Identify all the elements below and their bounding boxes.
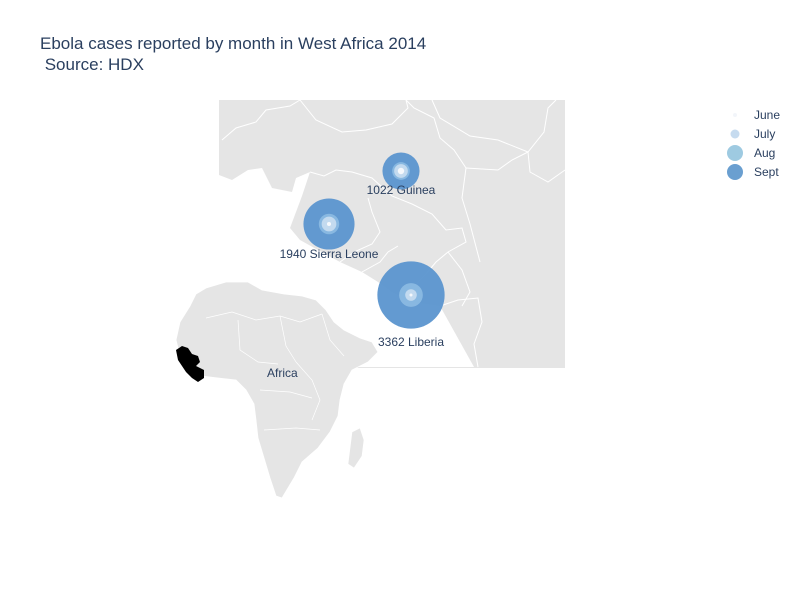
legend-item-sept[interactable]: Sept (720, 162, 780, 181)
bubble-labels: 1022 Guinea 1940 Sierra Leone 3362 Liberia (280, 183, 445, 349)
legend: June July Aug Sept (720, 105, 780, 181)
label-liberia: 3362 Liberia (378, 335, 444, 349)
legend-label-june: June (754, 107, 781, 122)
legend-label-july: July (754, 126, 776, 141)
chart-title: Ebola cases reported by month in West Af… (40, 33, 426, 75)
label-guinea: 1022 Guinea (367, 183, 436, 197)
highlighted-countries (176, 346, 204, 382)
africa-inset-borders (205, 311, 345, 431)
legend-swatch-aug (720, 143, 750, 162)
title-line-2: Source: HDX (40, 55, 144, 74)
legend-swatch-june (720, 105, 750, 124)
madagascar (347, 427, 365, 469)
label-sierra-leone: 1940 Sierra Leone (280, 247, 379, 261)
legend-item-aug[interactable]: Aug (720, 143, 780, 162)
legend-swatch-sept (720, 162, 750, 181)
main-map (219, 99, 566, 368)
legend-item-june[interactable]: June (720, 105, 780, 124)
legend-label-sept: Sept (754, 164, 779, 179)
bubble-sierra-leone-june[interactable] (326, 221, 332, 227)
legend-item-july[interactable]: July (720, 124, 780, 143)
bubble-guinea-june[interactable] (397, 167, 405, 175)
title-line-1: Ebola cases reported by month in West Af… (40, 34, 427, 53)
africa-inset: Africa (175, 281, 379, 499)
inset-region-label: Africa (267, 366, 298, 380)
legend-label-aug: Aug (754, 145, 776, 160)
legend-swatch-july (720, 124, 750, 143)
case-bubbles (303, 152, 445, 329)
bubble-liberia-june[interactable] (409, 293, 413, 297)
